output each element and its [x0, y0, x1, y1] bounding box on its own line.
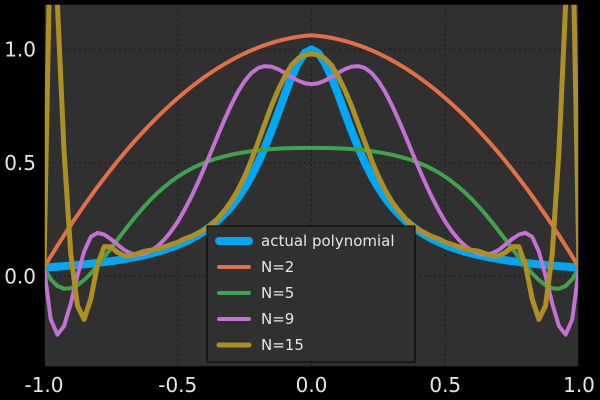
axis-ticks: -1.0 -0.5 0.0 0.5 1.0 0.0 0.5 1.0: [4, 37, 595, 397]
plot-frame: [43, 3, 580, 368]
x-tick-label: 0.0: [296, 373, 328, 397]
y-tick-label: 0.5: [4, 151, 36, 175]
y-tick-label: 1.0: [4, 37, 36, 61]
series-line-4: [44, 4, 579, 322]
legend-label: N=5: [261, 284, 294, 302]
series-layer: [44, 4, 579, 337]
legend-label: N=9: [261, 310, 294, 328]
series-line-1: [44, 33, 579, 270]
x-tick-label: 0.5: [429, 373, 461, 397]
legend-label: N=2: [261, 258, 294, 276]
legend-label: N=15: [261, 336, 304, 354]
legend-label: actual polynomial: [261, 232, 395, 250]
legend: actual polynomial N=2 N=5 N=9 N=15: [206, 225, 416, 363]
x-tick-label: -1.0: [24, 373, 63, 397]
y-tick-label: 0.0: [4, 264, 36, 288]
x-tick-label: 1.0: [563, 373, 595, 397]
series-line-2: [44, 145, 579, 291]
x-tick-label: -0.5: [158, 373, 197, 397]
